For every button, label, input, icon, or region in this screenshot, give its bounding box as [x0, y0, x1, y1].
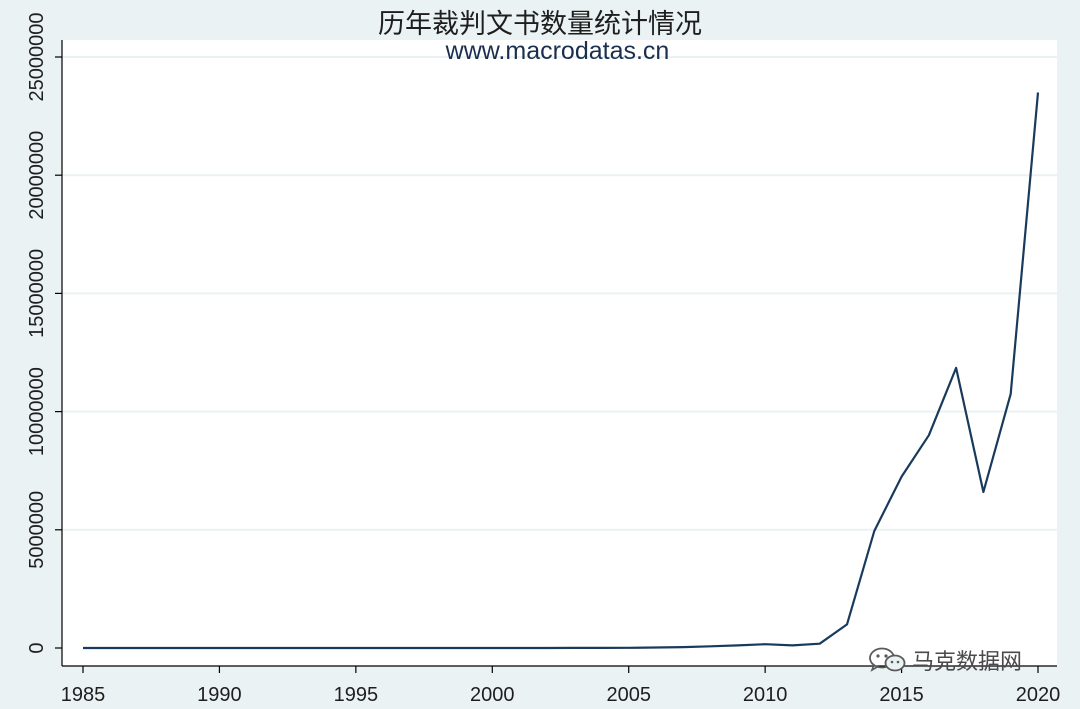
y-tick-label: 10000000: [26, 367, 48, 456]
watermark: 马克数据网: [868, 644, 1022, 676]
y-tick-label: 15000000: [26, 249, 48, 338]
y-tick-label: 25000000: [26, 13, 48, 102]
x-axis-ticks: 1985 1990 1995 2000 2005 2010 2015 2020: [61, 666, 1061, 706]
y-axis-ticks: 0 5000000 10000000 15000000 20000000 25000000: [26, 13, 62, 654]
wechat-icon: [869, 647, 906, 672]
x-tick-label: 2020: [1016, 684, 1061, 706]
gridlines: [62, 56, 1057, 531]
x-tick-label: 2015: [879, 684, 924, 706]
y-tick-label: 5000000: [26, 491, 48, 569]
x-tick-label: 2000: [470, 684, 515, 706]
y-tick-label: 0: [26, 642, 48, 653]
x-tick-label: 1995: [334, 684, 379, 706]
chart-title: 历年裁判文书数量统计情况: [378, 9, 702, 40]
x-tick-label: 2010: [743, 684, 788, 706]
x-tick-label: 2005: [606, 684, 651, 706]
x-tick-label: 1990: [197, 684, 242, 706]
watermark-text: 马克数据网: [912, 650, 1023, 675]
chart-subtitle: www.macrodatas.cn: [445, 37, 670, 65]
x-tick-label: 1985: [61, 684, 106, 706]
y-tick-label: 20000000: [26, 131, 48, 220]
series-line: [83, 92, 1040, 650]
plot-area: [62, 40, 1057, 666]
series-layer: [82, 92, 1040, 650]
